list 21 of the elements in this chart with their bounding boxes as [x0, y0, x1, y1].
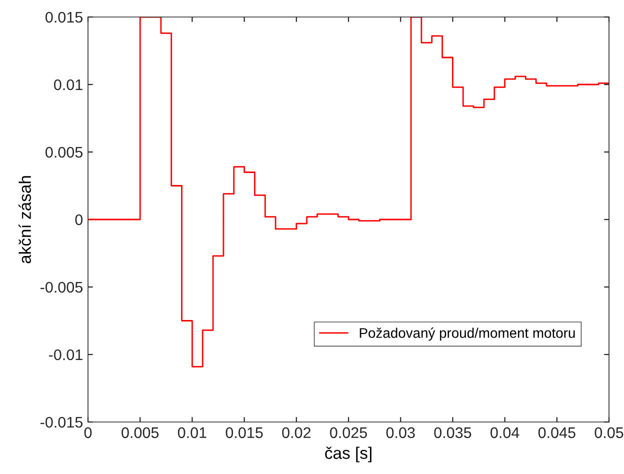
y-tick-label: 0	[75, 214, 83, 226]
x-tick-label: 0.01	[178, 427, 206, 438]
x-tick-label: 0.005	[122, 427, 159, 438]
x-tick-label: 0.015	[226, 427, 263, 438]
legend-label: Požadovaný proud/moment motoru	[360, 328, 575, 341]
x-tick-label: 0.035	[434, 427, 472, 438]
x-tick-label: 0.02	[282, 427, 310, 438]
y-tick-label: 0.015	[46, 12, 82, 23]
x-tick-label: 0	[84, 427, 92, 438]
y-tick-label: -0.005	[40, 282, 83, 293]
y-tick-label: -0.015	[40, 416, 83, 428]
y-tick-label: 0.01	[54, 79, 82, 90]
x-axis-title: čas [s]	[325, 446, 372, 462]
y-tick-label: 0.005	[46, 146, 82, 158]
x-tick-label: 0.045	[538, 427, 576, 438]
x-tick-label: 0.03	[386, 427, 415, 438]
x-tick-label: 0.025	[330, 427, 367, 438]
x-tick-label: 0.05	[594, 427, 624, 438]
y-axis-title: akční zásah	[18, 176, 31, 264]
y-tick-label: -0.01	[49, 349, 82, 360]
x-tick-label: 0.04	[490, 427, 520, 438]
